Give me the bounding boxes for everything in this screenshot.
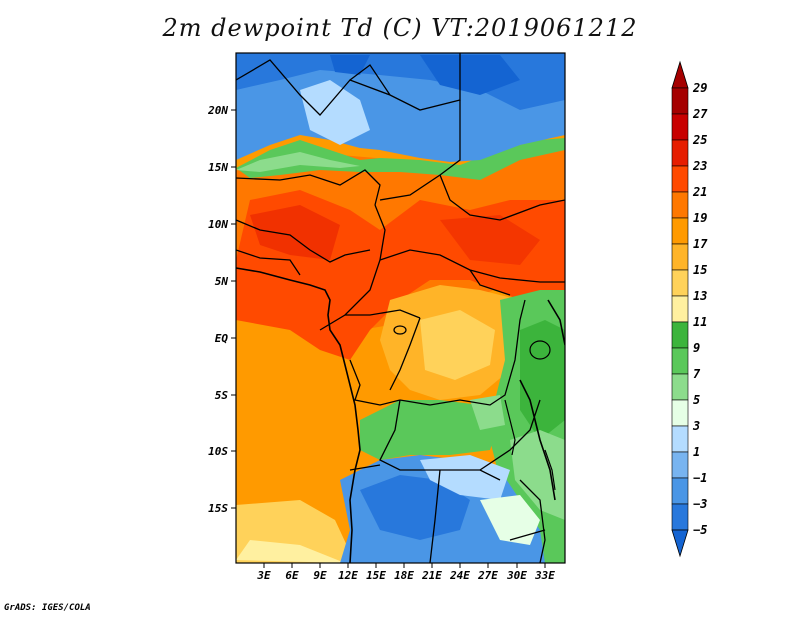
lakes <box>393 325 556 491</box>
cb-seg-5 <box>671 217 689 245</box>
lon-axis <box>263 563 546 568</box>
cb-seg-12 <box>671 399 689 427</box>
cb-seg-7 <box>671 269 689 297</box>
cb-seg-2 <box>671 139 689 167</box>
cb-seg-11 <box>671 373 689 401</box>
lat-label-15s: 15S <box>208 502 228 515</box>
cb-label-3: 3 <box>692 419 700 433</box>
lat-label-15n: 15N <box>208 161 228 174</box>
lon-label-18e: 18E <box>394 569 414 582</box>
colorbar <box>671 60 689 558</box>
lon-label-27e: 27E <box>477 569 498 582</box>
cb-seg-4 <box>671 191 689 219</box>
southern-green-field <box>360 400 500 460</box>
cb-seg-3 <box>671 165 689 193</box>
lon-label-21e: 21E <box>421 569 442 582</box>
cb-seg-14 <box>671 451 689 479</box>
cb-seg-8 <box>671 295 689 323</box>
cb-label-21: 21 <box>692 185 707 199</box>
cb-seg-1 <box>671 113 689 141</box>
cb-seg-16 <box>671 503 689 531</box>
cb-label-9: 9 <box>693 341 700 355</box>
cb-label-19: 19 <box>693 211 707 225</box>
lat-label-20n: 20N <box>207 104 228 117</box>
cb-label-15: 15 <box>693 263 707 277</box>
lat-axis <box>231 109 236 509</box>
sahel-green-field <box>236 138 565 180</box>
lon-label-9e: 9E <box>313 569 327 582</box>
grads-credit: GrADS: IGES/COLA <box>4 603 91 613</box>
lon-label-12e: 12E <box>338 569 358 582</box>
cb-label-1: 1 <box>693 445 700 459</box>
lon-label-6e: 6E <box>285 569 299 582</box>
lat-label-eq: EQ <box>215 332 229 345</box>
lon-label-24e: 24E <box>449 569 470 582</box>
country-borders <box>236 53 565 563</box>
cb-seg-6 <box>671 243 689 271</box>
cb-seg-0 <box>671 87 689 115</box>
cb-label-5: 5 <box>693 393 700 407</box>
lat-label-10n: 10N <box>208 218 228 231</box>
lat-label-5n: 5N <box>215 275 229 288</box>
cb-label-m5: −5 <box>693 523 707 537</box>
cb-label-23: 23 <box>692 159 707 173</box>
cb-label-13: 13 <box>693 289 707 303</box>
cb-label-m1: −1 <box>693 471 707 485</box>
lon-label-33e: 33E <box>534 569 555 582</box>
lon-label-3e: 3E <box>256 569 271 582</box>
map-title: 2m dewpoint Td (C) VT:2019061212 <box>162 14 638 42</box>
coastlines <box>236 267 565 563</box>
lon-label-30e: 30E <box>506 569 527 582</box>
map-frame <box>235 52 566 564</box>
colorbar-bottom-arrow <box>671 529 689 558</box>
cb-label-25: 25 <box>692 133 707 147</box>
cb-label-27: 27 <box>692 107 708 121</box>
colorbar-top-arrow <box>671 60 689 89</box>
cb-label-7: 7 <box>693 367 701 381</box>
lat-label-5s: 5S <box>215 389 229 402</box>
cb-label-17: 17 <box>693 237 708 251</box>
lon-label-15e: 15E <box>366 569 386 582</box>
cb-seg-9 <box>671 321 689 349</box>
cb-label-11: 11 <box>693 315 707 329</box>
cb-seg-10 <box>671 347 689 375</box>
lat-label-10s: 10S <box>208 445 228 458</box>
cb-seg-15 <box>671 477 689 505</box>
colorbar-segments <box>671 87 689 531</box>
cb-label-29: 29 <box>692 81 707 95</box>
cb-seg-13 <box>671 425 689 453</box>
cb-label-m3: −3 <box>693 497 707 511</box>
